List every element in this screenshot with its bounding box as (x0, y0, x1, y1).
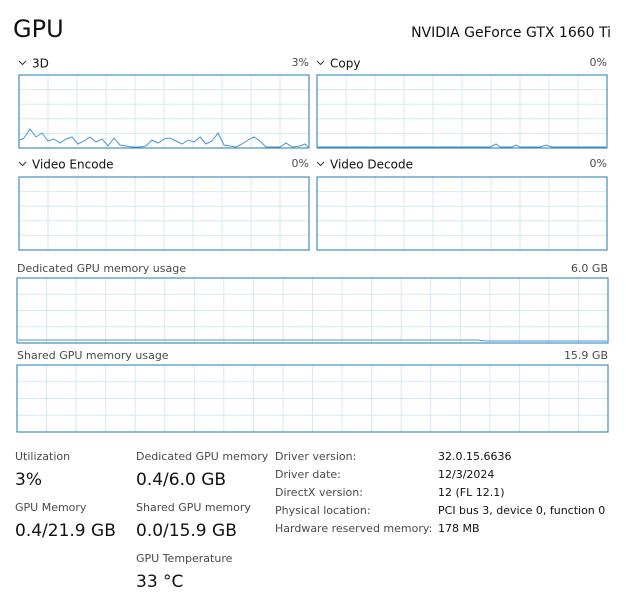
stat-label: Dedicated GPU memory (136, 450, 269, 463)
graph-value: 15.9 GB (564, 349, 608, 362)
graph-value: 3% (292, 56, 309, 69)
graph-value: 0% (590, 157, 607, 170)
graph-label: 3D (32, 57, 49, 71)
graph-box (16, 364, 609, 433)
detail-label: Driver date: (275, 468, 341, 481)
stat-value: 0.4/21.9 GB (15, 521, 116, 541)
graph-label: Copy (330, 57, 360, 71)
stat-label: GPU Temperature (136, 552, 233, 565)
detail-value: 12 (FL 12.1) (438, 486, 505, 499)
graph-box (16, 277, 609, 344)
graph-value: 0% (590, 56, 607, 69)
graph-box (316, 74, 608, 149)
stat-value: 33 °C (136, 572, 183, 592)
stat-value: 0.4/6.0 GB (136, 470, 226, 490)
graph-label: Video Decode (330, 158, 413, 172)
detail-label: Physical location: (275, 504, 371, 517)
chevron (18, 161, 27, 167)
detail-label: Driver version: (275, 450, 356, 463)
graph-value: 6.0 GB (571, 262, 608, 275)
chevron (316, 60, 325, 66)
stat-label: GPU Memory (15, 501, 87, 514)
stat-value: 0.0/15.9 GB (136, 521, 237, 541)
stat-label: Shared GPU memory (136, 501, 251, 514)
usage-line (18, 339, 607, 342)
graph-label: Shared GPU memory usage (17, 349, 169, 362)
usage-line (318, 143, 606, 148)
graph-box (18, 176, 310, 251)
device-name: NVIDIA GeForce GTX 1660 Ti (411, 25, 611, 41)
detail-value: PCI bus 3, device 0, function 0 (438, 504, 605, 517)
chevron (316, 161, 325, 167)
graph-box (316, 176, 608, 251)
detail-value: 32.0.15.6636 (438, 450, 511, 463)
stat-label: Utilization (15, 450, 70, 463)
graph-label: Video Encode (32, 158, 114, 172)
detail-value: 12/3/2024 (438, 468, 494, 481)
detail-value: 178 MB (438, 522, 480, 535)
graph-value: 0% (292, 157, 309, 170)
chevron (18, 60, 27, 66)
usage-line (19, 128, 309, 148)
graph-label: Dedicated GPU memory usage (17, 262, 186, 275)
title: GPU (13, 15, 64, 43)
graph-box (18, 74, 310, 149)
detail-label: Hardware reserved memory: (275, 522, 432, 535)
detail-label: DirectX version: (275, 486, 363, 499)
stat-value: 3% (15, 470, 42, 490)
